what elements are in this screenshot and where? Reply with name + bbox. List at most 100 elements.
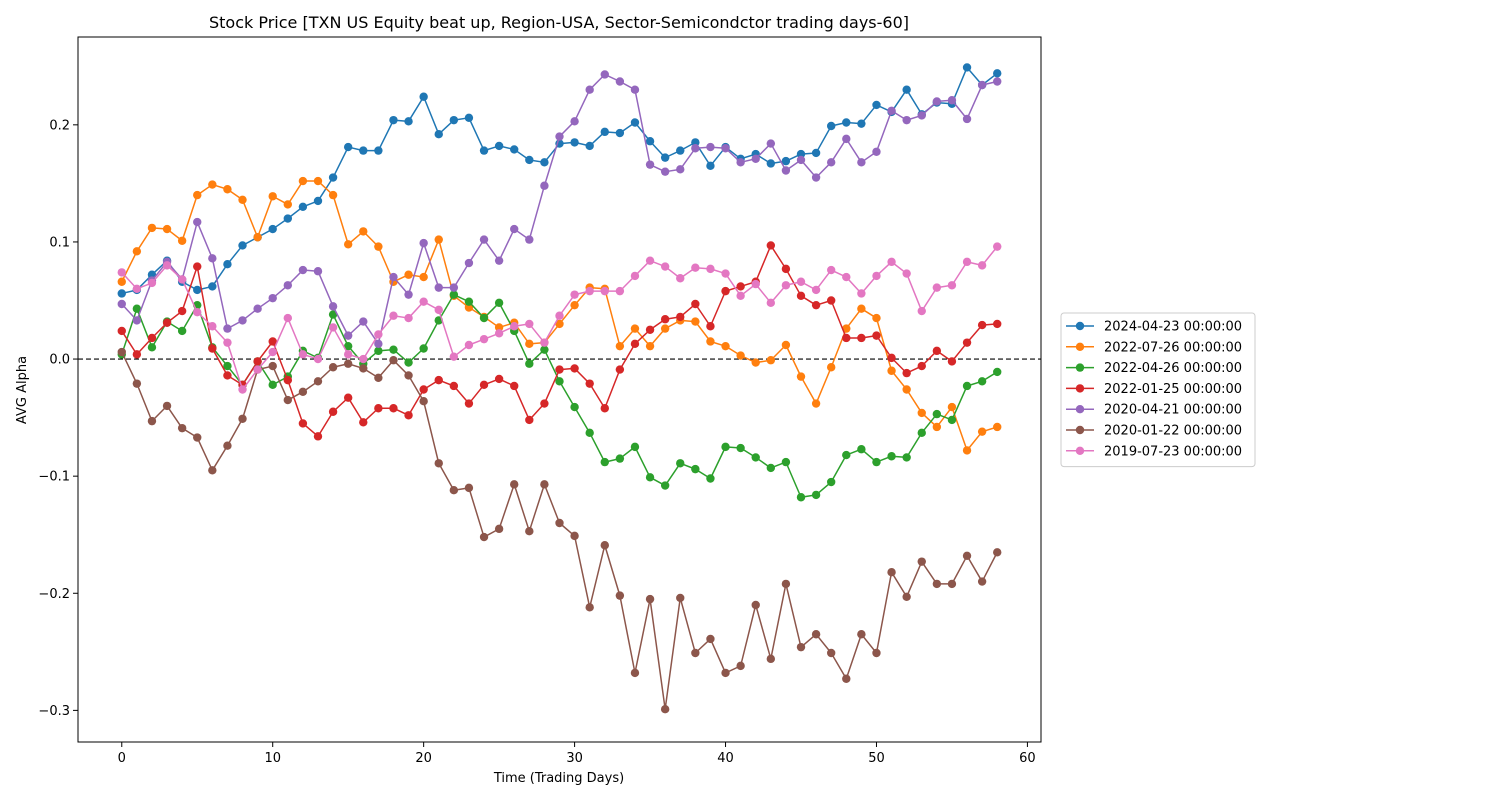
data-point	[857, 333, 866, 343]
data-point	[872, 271, 881, 281]
data-point	[585, 141, 594, 151]
data-point	[645, 341, 655, 351]
data-point	[449, 290, 459, 299]
data-point	[464, 399, 474, 408]
data-point	[268, 224, 277, 234]
data-point	[736, 661, 745, 671]
x-tick-label: 20	[415, 751, 432, 766]
data-point	[932, 409, 942, 419]
data-point	[706, 634, 715, 644]
data-point	[781, 281, 791, 290]
data-point	[238, 414, 247, 423]
data-point	[374, 242, 383, 251]
data-point	[223, 185, 232, 194]
data-point	[313, 432, 323, 441]
data-point	[434, 283, 443, 292]
data-point	[721, 144, 730, 153]
data-point	[494, 141, 504, 151]
data-point	[540, 158, 549, 167]
data-point	[917, 408, 926, 418]
legend-item: 2020-01-22 00:00:00	[1066, 424, 1242, 439]
data-point	[555, 311, 564, 320]
data-point	[676, 274, 685, 283]
data-point	[781, 156, 791, 166]
data-point	[404, 411, 413, 420]
data-point	[872, 313, 881, 323]
data-point	[570, 138, 579, 147]
data-point	[434, 459, 443, 468]
data-point	[193, 217, 202, 227]
data-point	[917, 428, 926, 438]
data-point	[328, 302, 338, 311]
data-point	[449, 283, 459, 292]
data-point	[962, 257, 972, 267]
data-point	[555, 319, 564, 329]
data-point	[721, 442, 730, 452]
legend-item: 2022-01-25 00:00:00	[1066, 382, 1242, 397]
data-point	[947, 402, 957, 412]
data-point	[706, 322, 715, 331]
legend-label: 2024-04-23 00:00:00	[1104, 320, 1242, 335]
data-point	[706, 142, 715, 152]
data-point	[298, 202, 308, 212]
data-point	[615, 365, 625, 374]
data-point	[842, 450, 851, 460]
data-point	[993, 77, 1002, 86]
data-point	[479, 235, 489, 244]
data-point	[962, 114, 972, 124]
legend-box	[1060, 312, 1256, 468]
data-point	[162, 224, 172, 234]
data-point	[691, 464, 700, 474]
data-point	[615, 128, 625, 138]
data-point	[811, 399, 821, 408]
data-point	[434, 305, 443, 315]
data-point	[721, 269, 730, 278]
x-axis-label: Time (Trading Days)	[493, 771, 624, 786]
legend-item: 2022-04-26 00:00:00	[1066, 361, 1242, 376]
data-point	[343, 359, 353, 368]
legend-label: 2020-01-22 00:00:00	[1104, 424, 1242, 439]
data-point	[117, 326, 126, 336]
data-point	[630, 339, 640, 349]
data-point	[993, 548, 1002, 557]
data-point	[766, 654, 776, 664]
series-6	[117, 242, 1002, 394]
data-point	[857, 158, 866, 167]
data-point	[374, 330, 383, 339]
data-point	[796, 642, 806, 652]
data-point	[857, 445, 866, 454]
data-point	[887, 106, 896, 115]
data-point	[298, 387, 308, 397]
data-point	[510, 381, 519, 391]
data-point	[691, 648, 700, 658]
data-point	[479, 380, 489, 390]
data-point	[781, 264, 791, 274]
data-point	[253, 365, 262, 374]
data-point	[630, 85, 640, 94]
data-point	[977, 377, 987, 386]
legend-swatch-marker	[1075, 342, 1085, 351]
data-point	[932, 283, 942, 292]
data-point	[585, 85, 594, 94]
data-point	[555, 377, 564, 386]
data-point	[374, 373, 383, 382]
legend-swatch-marker	[1075, 425, 1085, 435]
data-point	[298, 419, 308, 428]
data-point	[525, 359, 534, 368]
data-point	[328, 407, 338, 416]
data-point	[555, 518, 564, 528]
x-tick-label: 60	[1019, 751, 1036, 766]
data-point	[268, 293, 277, 303]
data-point	[419, 92, 428, 101]
data-point	[177, 236, 187, 245]
data-point	[449, 486, 459, 495]
data-point	[962, 381, 972, 391]
data-point	[962, 551, 972, 560]
data-point	[660, 167, 670, 176]
data-point	[494, 374, 504, 384]
data-point	[117, 299, 126, 309]
data-point	[223, 361, 232, 371]
data-point	[525, 527, 534, 536]
data-point	[177, 306, 187, 316]
data-point	[600, 541, 609, 550]
